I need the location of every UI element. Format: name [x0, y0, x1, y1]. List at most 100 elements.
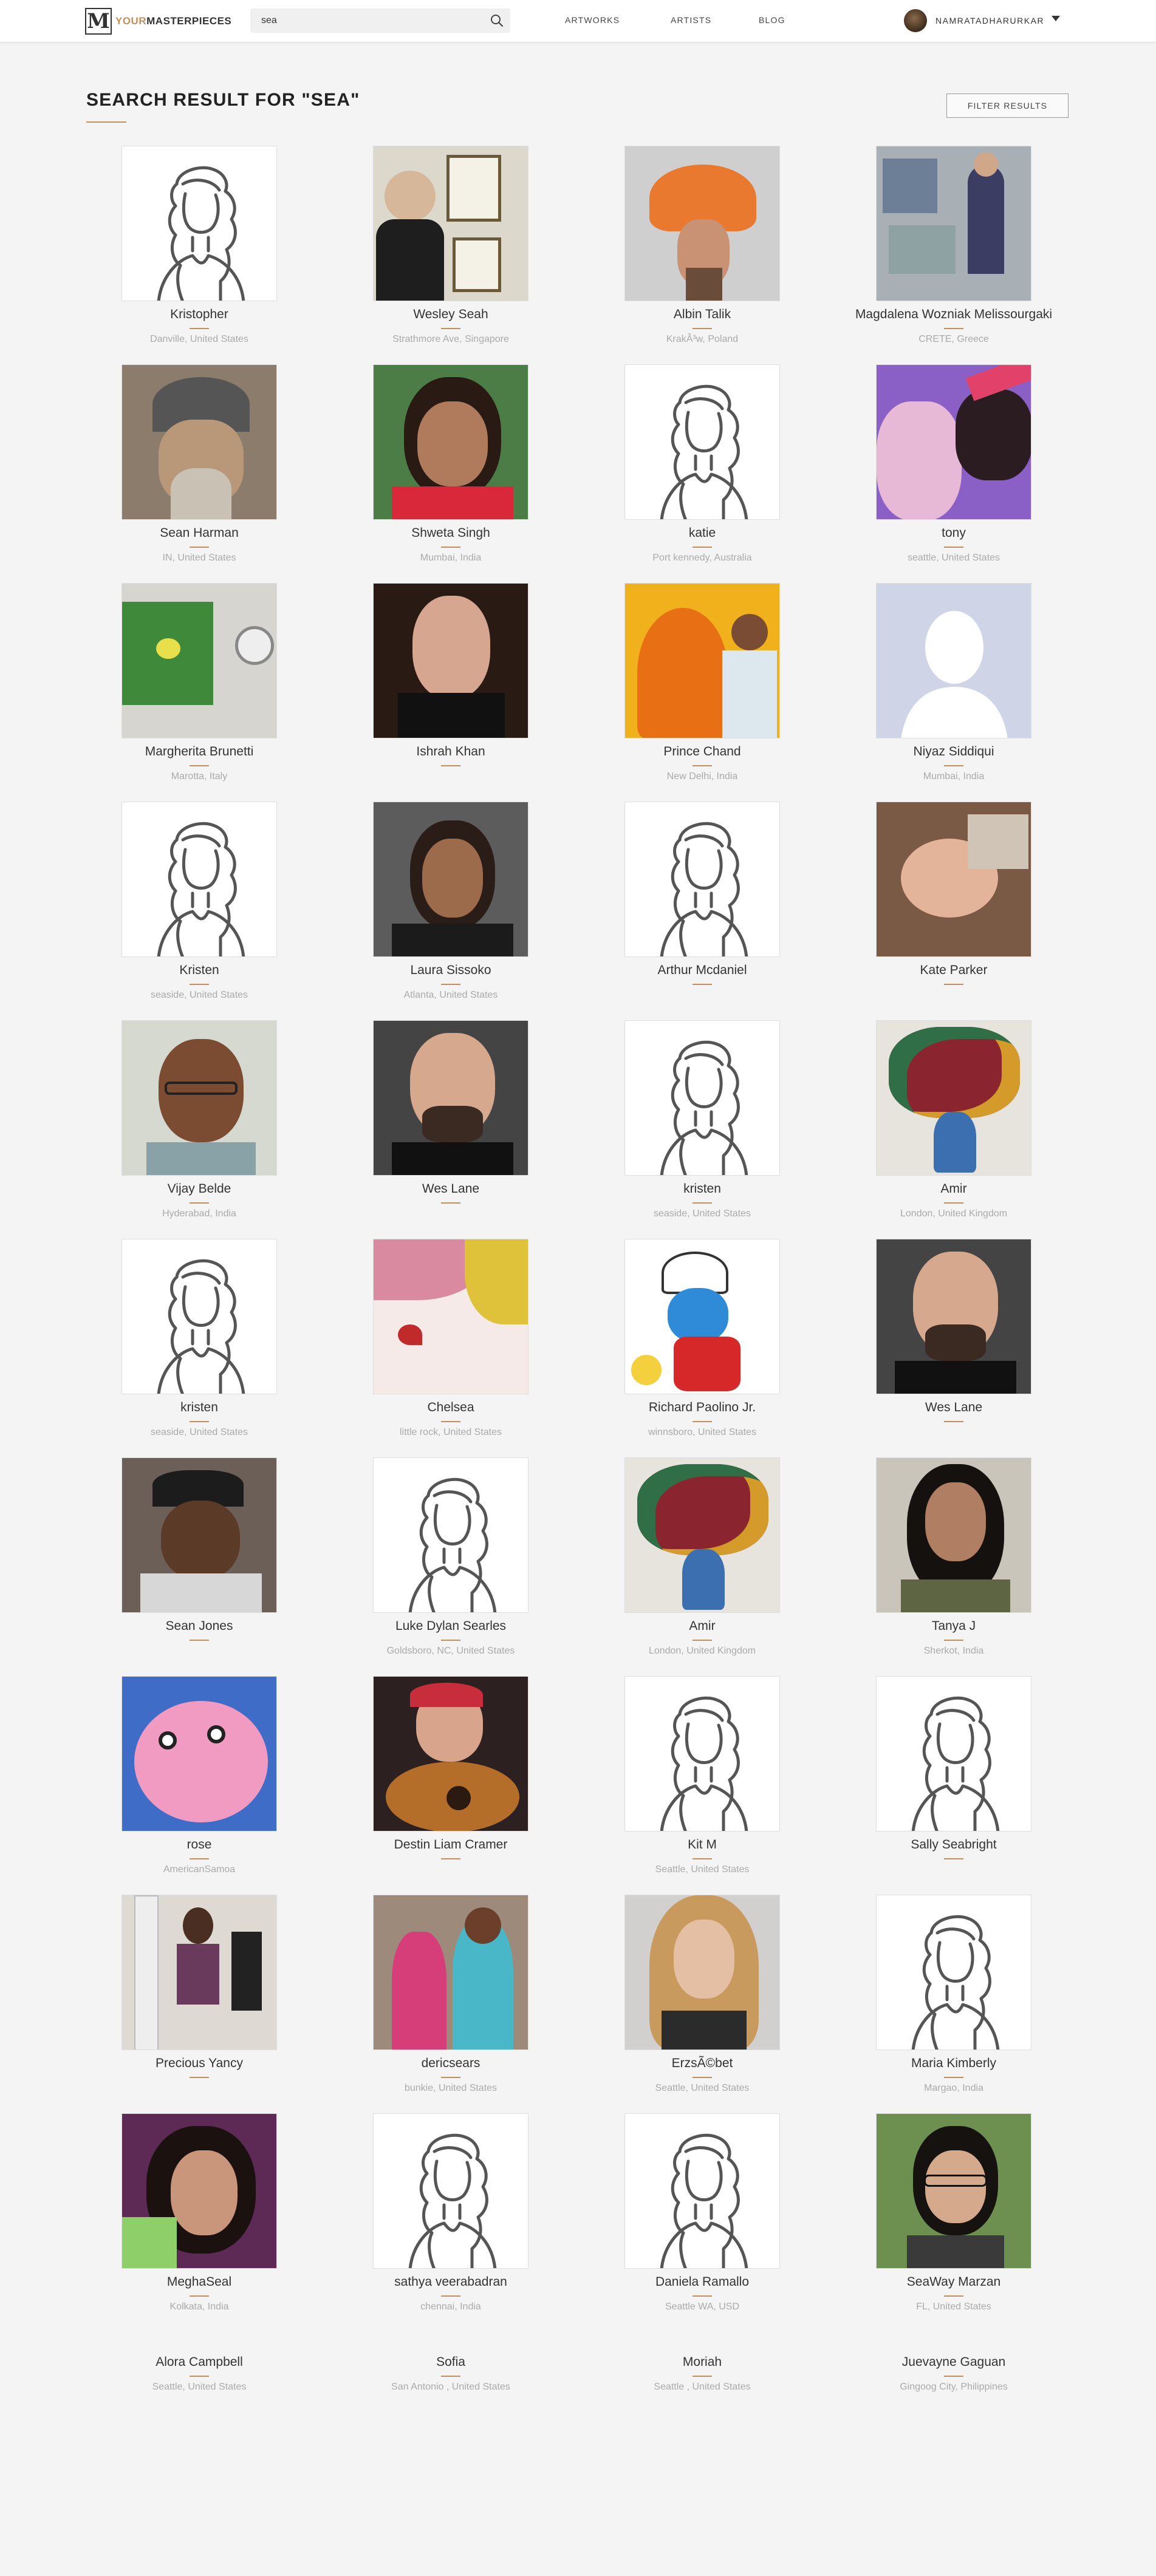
artist-name[interactable]: Precious Yancy: [156, 2056, 243, 2070]
name-underline: [190, 1640, 209, 1641]
artist-photo[interactable]: [624, 583, 780, 738]
artist-photo[interactable]: [876, 146, 1031, 301]
artist-photo[interactable]: [373, 1676, 528, 1831]
artist-name[interactable]: Ishrah Khan: [416, 745, 485, 758]
artist-name[interactable]: Wesley Seah: [413, 307, 488, 321]
artist-name[interactable]: Sofia: [436, 2355, 465, 2369]
artist-photo[interactable]: [876, 364, 1031, 520]
artist-photo[interactable]: [876, 1020, 1031, 1176]
artist-photo[interactable]: [373, 1895, 528, 2050]
artist-name[interactable]: Kristen: [179, 963, 219, 977]
artist-photo[interactable]: [876, 2113, 1031, 2269]
artist-name[interactable]: ErzsÃ©bet: [671, 2056, 733, 2070]
artist-photo[interactable]: [876, 802, 1031, 957]
logo-text-main: MASTERPIECES: [146, 15, 232, 27]
artist-name[interactable]: Daniela Ramallo: [655, 2275, 750, 2289]
artist-name[interactable]: Shweta Singh: [411, 526, 490, 540]
chevron-down-icon[interactable]: [1052, 15, 1061, 21]
default-avatar-icon[interactable]: [624, 2113, 780, 2269]
artist-name[interactable]: Wes Lane: [422, 1182, 480, 1196]
artist-name[interactable]: Kristopher: [170, 307, 228, 321]
artist-name[interactable]: Niyaz Siddiqui: [913, 745, 994, 758]
nav-artists[interactable]: ARTISTS: [671, 15, 712, 25]
artist-name[interactable]: Tanya J: [931, 1619, 976, 1633]
artist-name[interactable]: Sean Jones: [165, 1619, 233, 1633]
artist-name[interactable]: Prince Chand: [663, 745, 741, 758]
default-avatar-icon[interactable]: [876, 1895, 1031, 2050]
artist-name[interactable]: Destin Liam Cramer: [394, 1838, 508, 1852]
artist-photo[interactable]: [121, 364, 277, 520]
artist-name[interactable]: Laura Sissoko: [410, 963, 491, 977]
artist-photo[interactable]: [624, 1239, 780, 1394]
artist-name[interactable]: Juevayne Gaguan: [901, 2355, 1006, 2369]
artist-name[interactable]: sathya veerabadran: [394, 2275, 507, 2289]
artist-photo[interactable]: [121, 1020, 277, 1176]
artist-name[interactable]: Margherita Brunetti: [145, 745, 254, 758]
artist-photo[interactable]: [373, 1020, 528, 1176]
artist-photo[interactable]: [121, 2113, 277, 2269]
default-avatar-icon[interactable]: [121, 1239, 277, 1394]
artist-name[interactable]: Amir: [940, 1182, 967, 1196]
username[interactable]: NAMRATADHARURKAR: [935, 16, 1045, 26]
site-logo[interactable]: M YOURMASTERPIECES: [85, 8, 231, 35]
artist-photo[interactable]: [624, 1457, 780, 1613]
artist-photo[interactable]: [121, 1895, 277, 2050]
artist-name[interactable]: Kit M: [688, 1838, 717, 1852]
avatar[interactable]: [904, 9, 927, 32]
artist-photo[interactable]: [876, 1457, 1031, 1613]
artist-photo[interactable]: [373, 583, 528, 738]
default-avatar-icon[interactable]: [624, 802, 780, 957]
filter-results-button[interactable]: FILTER RESULTS: [946, 94, 1069, 118]
artist-name[interactable]: Kate Parker: [920, 963, 988, 977]
search-icon[interactable]: [484, 9, 510, 33]
artist-name[interactable]: Wes Lane: [925, 1400, 983, 1414]
artist-name[interactable]: kristen: [683, 1182, 721, 1196]
artist-photo[interactable]: [373, 364, 528, 520]
artist-name[interactable]: Chelsea: [427, 1400, 474, 1414]
default-avatar-icon[interactable]: [121, 802, 277, 957]
user-menu[interactable]: NAMRATADHARURKAR: [904, 9, 1061, 33]
default-avatar-icon[interactable]: [624, 364, 780, 520]
artist-name[interactable]: Arthur Mcdaniel: [657, 963, 747, 977]
artist-name[interactable]: SeaWay Marzan: [906, 2275, 1001, 2289]
default-avatar-icon[interactable]: [624, 1020, 780, 1176]
artist-photo[interactable]: [373, 1239, 528, 1394]
default-avatar-icon[interactable]: [876, 1676, 1031, 1831]
default-avatar-icon[interactable]: [373, 2113, 528, 2269]
artist-photo[interactable]: [121, 583, 277, 738]
artist-photo[interactable]: [373, 802, 528, 957]
artist-name[interactable]: dericsears: [421, 2056, 481, 2070]
artist-location: Seattle, United States: [655, 1864, 750, 1875]
artist-name[interactable]: tony: [942, 526, 966, 540]
artist-photo[interactable]: [373, 146, 528, 301]
artist-name[interactable]: Sean Harman: [160, 526, 239, 540]
artist-name[interactable]: Vijay Belde: [167, 1182, 231, 1196]
artist-photo[interactable]: [121, 1457, 277, 1613]
artist-name[interactable]: Amir: [689, 1619, 716, 1633]
default-avatar-icon[interactable]: [373, 1457, 528, 1613]
name-underline: [693, 984, 712, 985]
artist-name[interactable]: Albin Talik: [673, 307, 731, 321]
artist-name[interactable]: Alora Campbell: [156, 2355, 243, 2369]
artist-photo[interactable]: [624, 1895, 780, 2050]
artist-photo[interactable]: [624, 146, 780, 301]
artist-photo[interactable]: [121, 1676, 277, 1831]
artist-name[interactable]: rose: [186, 1838, 212, 1852]
nav-artworks[interactable]: ARTWORKS: [565, 15, 620, 25]
artist-name[interactable]: Magdalena Wozniak Melissourgaki: [855, 307, 1053, 321]
search-input[interactable]: [250, 9, 484, 33]
artist-photo[interactable]: [876, 583, 1031, 738]
artist-photo[interactable]: [876, 1239, 1031, 1394]
artist-name[interactable]: MeghaSeal: [166, 2275, 232, 2289]
nav-blog[interactable]: BLOG: [759, 15, 785, 25]
artist-name[interactable]: kristen: [180, 1400, 218, 1414]
default-avatar-icon[interactable]: [121, 146, 277, 301]
default-avatar-icon[interactable]: [624, 1676, 780, 1831]
artist-name[interactable]: Maria Kimberly: [911, 2056, 997, 2070]
artist-name[interactable]: Richard Paolino Jr.: [648, 1400, 756, 1414]
artist-name[interactable]: katie: [688, 526, 716, 540]
artist-name[interactable]: Sally Seabright: [911, 1838, 997, 1852]
artist-name[interactable]: Moriah: [682, 2355, 722, 2369]
artist-name[interactable]: Luke Dylan Searles: [395, 1619, 507, 1633]
name-underline: [693, 2295, 712, 2297]
